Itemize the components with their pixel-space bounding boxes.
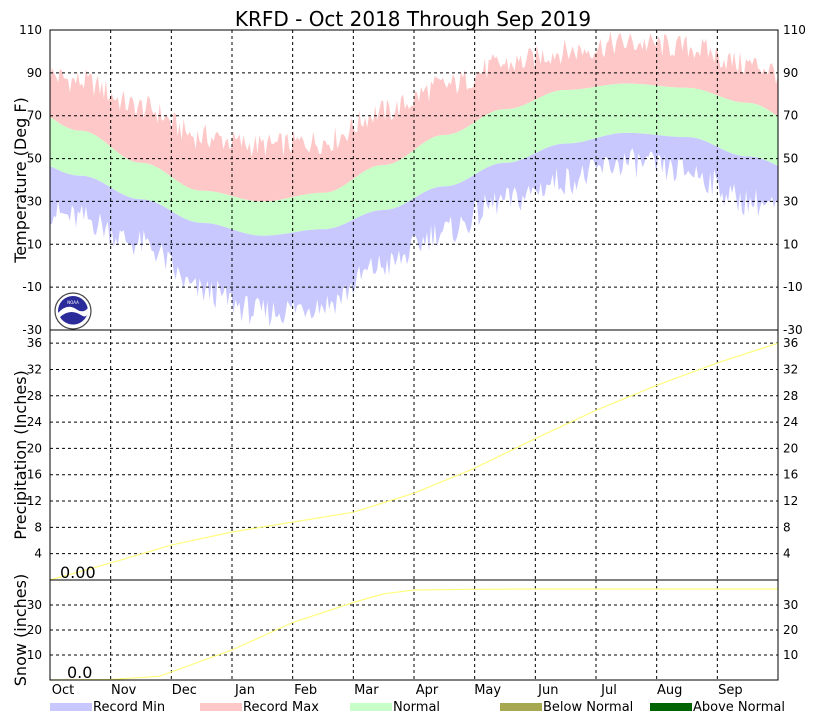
- y-tick-label: 8: [34, 520, 42, 534]
- precip-normal-line: [49, 342, 779, 581]
- y-tick-label: 30: [27, 598, 42, 612]
- x-tick-label: Nov: [111, 683, 137, 698]
- y-tick-label: 90: [27, 66, 42, 80]
- y-tick-label-right: 10: [783, 648, 798, 662]
- x-tick-label: Mar: [354, 683, 379, 698]
- x-tick-label: Apr: [416, 683, 439, 698]
- legend-swatch-record-min: [50, 703, 92, 711]
- y-tick-label-right: 110: [783, 23, 806, 37]
- precip-observed-total: 0.00: [60, 563, 96, 582]
- snow-panel: 10 10 20 20 30 30 0.0 Snow (inches): [11, 574, 798, 686]
- y-tick-label: 32: [27, 362, 42, 376]
- y-tick-label-right: 30: [783, 194, 798, 208]
- legend-label-below-normal: Below Normal: [543, 700, 633, 715]
- legend-swatch-above-normal: [650, 703, 692, 711]
- y-tick-label-right: 70: [783, 109, 798, 123]
- y-tick-label-right: 90: [783, 66, 798, 80]
- y-tick-label: 36: [27, 336, 42, 350]
- y-tick-label: 12: [27, 494, 42, 508]
- y-tick-label-right: 20: [783, 623, 798, 637]
- y-tick-label-right: 28: [783, 389, 798, 403]
- y-tick-label-right: 20: [783, 441, 798, 455]
- y-tick-label-right: -30: [783, 323, 803, 337]
- snow-observed-total: 0.0: [67, 663, 92, 682]
- precipitation-panel: 4 4 8 8 12 12 16 16 20 20 24 24 28 28 32 32 36 36 0.00 Pr…: [11, 329, 798, 582]
- y-tick-label: 50: [27, 152, 42, 166]
- y-tick-label: 110: [19, 23, 42, 37]
- y-tick-label: 28: [27, 389, 42, 403]
- y-tick-label-right: 36: [783, 336, 798, 350]
- x-tick-label: Jan: [234, 683, 255, 698]
- y-tick-label-right: 24: [783, 415, 798, 429]
- y-tick-label: 10: [27, 648, 42, 662]
- snow-axis-label: Snow (inches): [11, 574, 30, 686]
- x-tick-label: Aug: [657, 683, 682, 698]
- temperature-axis-label: Temperature (Deg F): [11, 97, 30, 264]
- x-tick-label: May: [474, 683, 501, 698]
- svg-text:NOAA: NOAA: [67, 300, 79, 305]
- y-tick-label: -30: [22, 323, 42, 337]
- chart-title: KRFD - Oct 2018 Through Sep 2019: [235, 7, 591, 31]
- snow-normal-line: [49, 588, 778, 681]
- y-tick-label-right: 32: [783, 362, 798, 376]
- y-tick-label: 24: [27, 415, 42, 429]
- y-tick-label-right: 10: [783, 237, 798, 251]
- y-tick-label-right: 30: [783, 598, 798, 612]
- legend-label-normal: Normal: [393, 700, 440, 715]
- y-tick-label-right: 12: [783, 494, 798, 508]
- x-tick-label: Jul: [600, 683, 617, 698]
- legend-label-above-normal: Above Normal: [693, 700, 785, 715]
- y-tick-label-right: 16: [783, 468, 798, 482]
- precipitation-axis-label: Precipitation (Inches): [11, 370, 30, 540]
- legend-swatch-below-normal: [500, 703, 542, 711]
- y-tick-label: 20: [27, 623, 42, 637]
- legend-label-record-max: Record Max: [243, 700, 319, 715]
- y-tick-label-right: 8: [783, 520, 791, 534]
- y-tick-label: 4: [34, 547, 42, 561]
- y-tick-label-right: 4: [783, 547, 791, 561]
- legend-swatch-record-max: [200, 703, 242, 711]
- y-tick-label-right: 50: [783, 152, 798, 166]
- y-tick-label: -10: [22, 280, 42, 294]
- temperature-panel: -30 -30 -10 -10 10 10 30 30 50 50 70 70 90 90 110 110 T…: [11, 23, 806, 337]
- x-tick-label: Dec: [172, 683, 197, 698]
- x-tick-label: Oct: [52, 683, 74, 698]
- y-tick-label: 20: [27, 441, 42, 455]
- x-tick-label: Feb: [294, 683, 317, 698]
- x-tick-label: Sep: [718, 683, 743, 698]
- x-tick-label: Jun: [537, 683, 558, 698]
- y-tick-label: 10: [27, 237, 42, 251]
- y-tick-label: 16: [27, 468, 42, 482]
- y-tick-label: 30: [27, 194, 42, 208]
- legend-label-record-min: Record Min: [93, 700, 165, 715]
- legend-swatch-normal: [350, 703, 392, 711]
- y-tick-label: 70: [27, 109, 42, 123]
- noaa-logo-icon: NOAA: [54, 292, 92, 330]
- y-tick-label-right: -10: [783, 280, 803, 294]
- snow-panel-frame: [49, 579, 779, 681]
